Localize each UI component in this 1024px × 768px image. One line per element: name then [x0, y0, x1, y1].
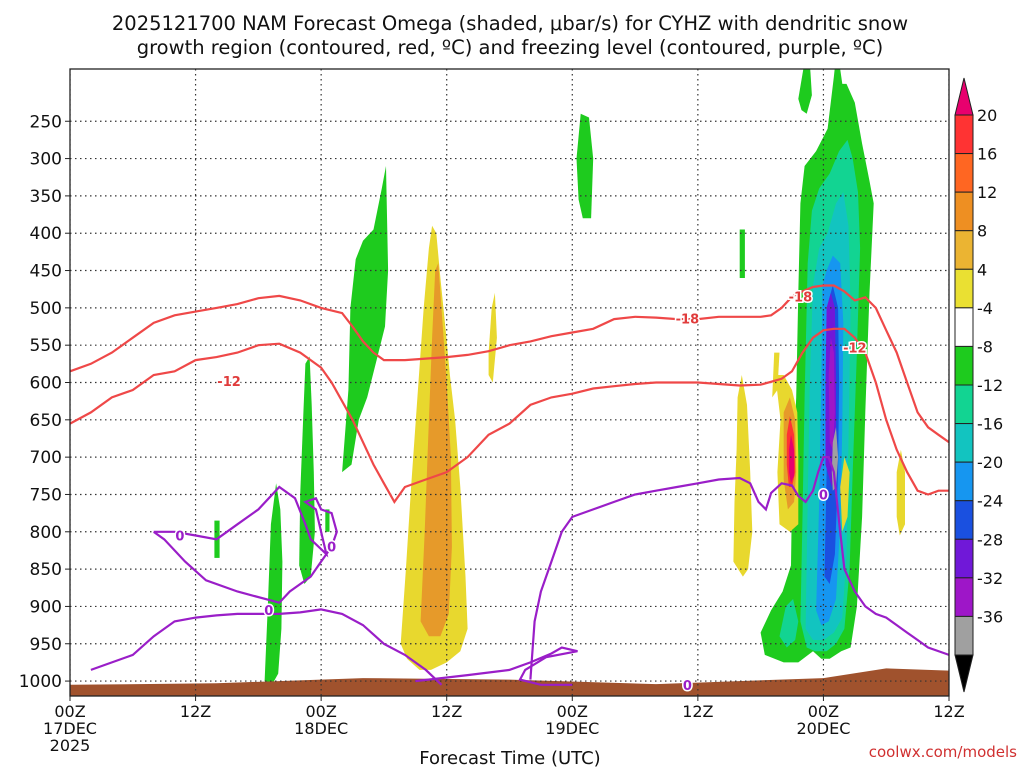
plot-area: -12 -12 -18 -18 0 0 0 0 0 250 300 350 400 450 500 550 60… [19, 68, 965, 755]
y-tick-label-750: 750 [30, 485, 62, 505]
freezing-contour-0 [90, 608, 443, 686]
omega-region-m4-7 [798, 69, 812, 114]
colorbar-label-13: -36 [977, 607, 1003, 626]
colorbar-label-3: 8 [977, 222, 987, 241]
y-tick-label-350: 350 [30, 187, 62, 207]
x-tick-label-0-1: 17DEC [43, 719, 97, 738]
dgz-label-3: -18 [789, 291, 813, 306]
chart-title-line-1: 2025121700 NAM Forecast Omega (shaded, μ… [112, 12, 908, 35]
colorbar-label-4: 4 [977, 260, 987, 279]
y-tick-label-450: 450 [30, 262, 62, 282]
colorbar-label-0: 20 [977, 106, 997, 125]
terrain-fill [70, 668, 949, 696]
y-tick-label-800: 800 [30, 523, 62, 543]
colorbar-segment-9 [954, 461, 974, 502]
colorbar-segment-13 [954, 615, 974, 656]
omega-region-m4-0 [264, 483, 283, 685]
y-tick-label-650: 650 [30, 411, 62, 431]
colorbar-segment-5 [954, 307, 974, 347]
omega-region-m4-1 [299, 356, 315, 584]
colorbar-segment-8 [954, 423, 974, 463]
dgz-label-0: -12 [217, 375, 241, 390]
omega-region-m28-15 [828, 337, 835, 450]
x-tick-label-72-1: 20DEC [796, 719, 850, 738]
y-tick-label-600: 600 [30, 374, 62, 394]
colorbar-label-2: 12 [977, 183, 997, 202]
freezing-contour-3 [153, 485, 338, 604]
colorbar-label-8: -16 [977, 415, 1003, 434]
freezing-label-0: 0 [175, 530, 184, 545]
freezing-contour-1 [415, 646, 578, 686]
omega-region-m4-5 [576, 113, 594, 219]
x-tick-label-24-0: 00Z [305, 702, 336, 721]
omega-region-p20-25 [788, 434, 795, 484]
x-tick-label-36-0: 12Z [431, 702, 462, 721]
colorbar-segment-3 [954, 230, 974, 270]
x-tick-label-12-0: 12Z [180, 702, 211, 721]
colorbar-label-11: -28 [977, 530, 1003, 549]
colorbar-segment-7 [954, 384, 974, 425]
omega-region-p4-19 [488, 292, 497, 383]
colorbar-segment-10 [954, 500, 974, 540]
chart-title-line-2: growth region (contoured, red, ºC) and f… [137, 36, 884, 59]
dgz-label-1: -12 [843, 341, 867, 356]
x-tick-label-84-0: 12Z [933, 702, 964, 721]
dgz-label-2: -18 [676, 312, 700, 327]
x-tick-label-48-1: 19DEC [545, 719, 599, 738]
colorbar-segment-12 [954, 577, 974, 617]
omega-region-m4-4 [342, 166, 389, 473]
plot-inner: -12 -12 -18 -18 0 0 0 0 0 [70, 69, 949, 696]
colorbar-label-12: -32 [977, 569, 1003, 588]
colorbar-segment-6 [954, 345, 974, 386]
colorbar-label-9: -20 [977, 453, 1003, 472]
dgz-contour-2 [70, 284, 949, 444]
colorbar-label-5: -4 [977, 299, 993, 318]
colorbar-label-10: -24 [977, 492, 1003, 511]
x-tick-label-48-0: 00Z [557, 702, 588, 721]
credit-text: coolwx.com/models [869, 743, 1017, 761]
x-tick-label-24-1: 18DEC [294, 719, 348, 738]
y-tick-label-400: 400 [30, 224, 62, 244]
x-tick-label-60-0: 12Z [682, 702, 713, 721]
y-tick-label-500: 500 [30, 299, 62, 319]
colorbar-segment-4 [954, 268, 974, 309]
omega-region-p4-22 [772, 352, 780, 398]
colorbar-segment-11 [954, 538, 974, 579]
freezing-label-3: 0 [683, 679, 692, 694]
y-tick-label-1000: 1000 [19, 672, 62, 692]
x-axis-label: Forecast Time (UTC) [419, 748, 600, 768]
y-tick-label-850: 850 [30, 560, 62, 580]
freezing-label-4: 0 [819, 488, 828, 503]
y-tick-label-950: 950 [30, 635, 62, 655]
colorbar-label-7: -12 [977, 376, 1003, 395]
colorbar-segment-0 [954, 114, 974, 155]
y-tick-label-300: 300 [30, 150, 62, 170]
omega-region-p4-26 [896, 449, 905, 536]
y-tick-label-250: 250 [30, 112, 62, 132]
colorbar-bottom-triangle [954, 654, 974, 693]
colorbar: 20 16 12 8 4 -4 -8 -12 -16 -20 -24 -28 -32 -36 [954, 77, 1003, 693]
omega-region-m4-3 [325, 509, 330, 532]
omega-region-m4-6 [739, 229, 745, 278]
colorbar-label-1: 16 [977, 145, 997, 164]
colorbar-segment-2 [954, 191, 974, 232]
omega-region-p4-20 [733, 375, 753, 577]
x-tick-label-0-0: 00Z [54, 702, 85, 721]
y-tick-label-700: 700 [30, 448, 62, 468]
colorbar-label-6: -8 [977, 337, 993, 356]
omega-region-p4-27 [840, 457, 850, 532]
dgz-contour-0 [70, 327, 949, 504]
freezing-contour-2 [529, 456, 949, 680]
freezing-label-2: 0 [264, 604, 273, 619]
x-tick-label-72-0: 00Z [808, 702, 839, 721]
y-tick-label-550: 550 [30, 336, 62, 356]
x-tick-label-0-2: 2025 [50, 736, 91, 755]
y-tick-label-900: 900 [30, 597, 62, 617]
omega-region-m8-10 [779, 599, 799, 648]
colorbar-segment-1 [954, 153, 974, 193]
freezing-label-1: 0 [327, 541, 336, 556]
